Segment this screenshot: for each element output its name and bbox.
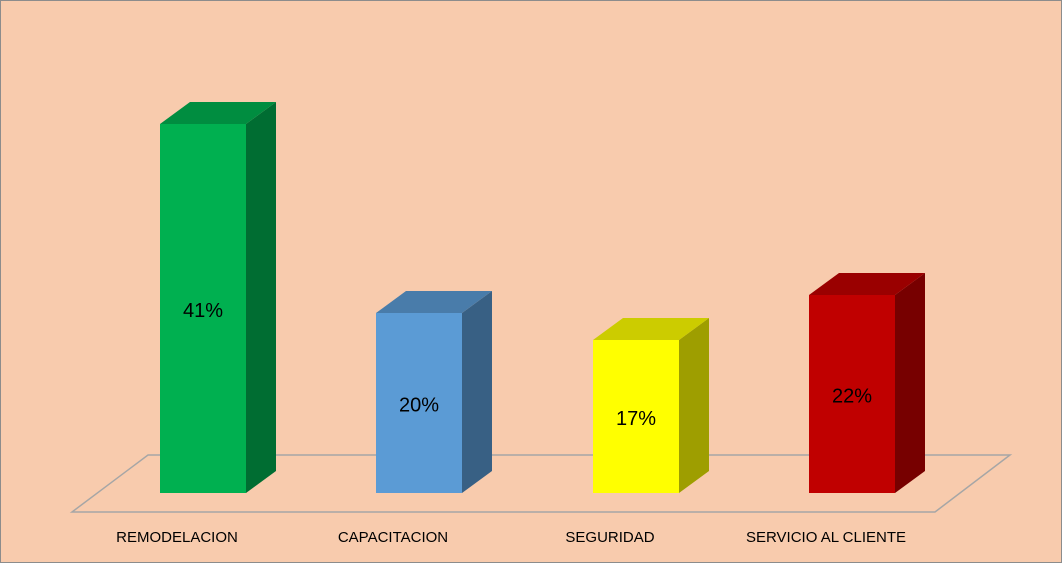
bar — [160, 124, 246, 493]
data-label: 22% — [832, 385, 872, 407]
data-label: 20% — [399, 394, 439, 416]
data-label: 17% — [616, 408, 656, 430]
bar — [593, 340, 679, 493]
bar-side — [679, 318, 709, 493]
bar-top — [376, 291, 492, 313]
bar — [376, 313, 462, 493]
x-tick-label: CAPACITACION — [338, 529, 448, 546]
data-label: 41% — [183, 300, 223, 322]
floor — [69, 454, 1013, 513]
bar-top — [160, 102, 276, 124]
x-tick-label: SERVICIO AL CLIENTE — [746, 529, 906, 546]
x-tick-label: REMODELACION — [116, 529, 238, 546]
bar-top — [593, 318, 709, 340]
bar-top — [809, 273, 925, 295]
bar — [809, 295, 895, 493]
bar-side — [246, 102, 276, 493]
bar-side — [462, 291, 492, 493]
x-tick-label: SEGURIDAD — [565, 529, 654, 546]
bar-side — [895, 273, 925, 493]
